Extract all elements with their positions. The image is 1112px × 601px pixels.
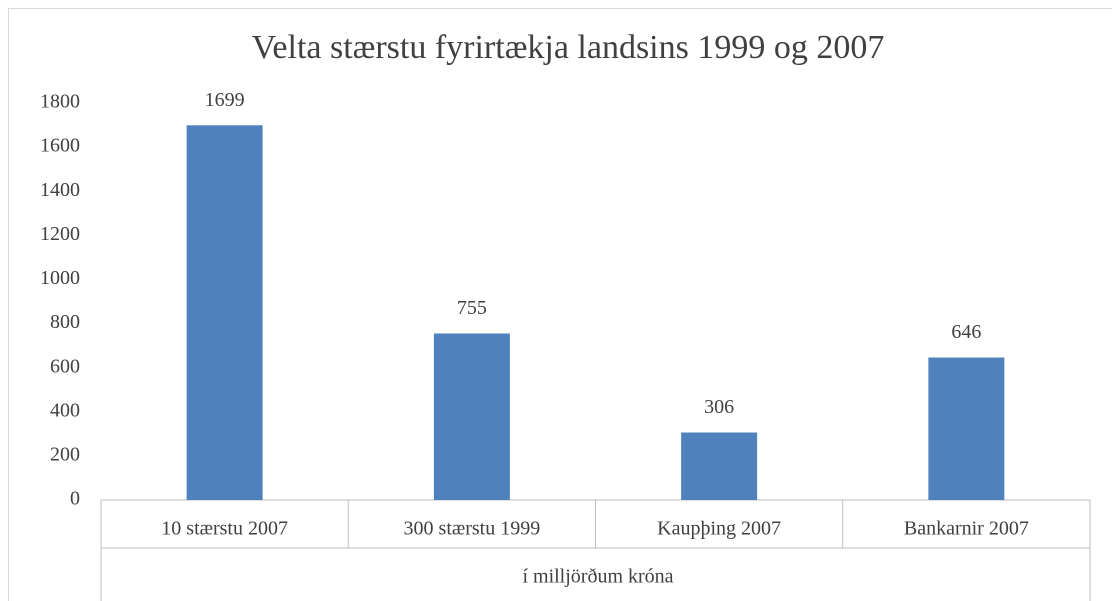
- y-tick-label: 0: [70, 488, 80, 510]
- y-tick-label: 800: [50, 311, 80, 333]
- x-tick-label: Bankarnir 2007: [904, 518, 1029, 540]
- bar: [928, 357, 1005, 500]
- data-label: 755: [457, 297, 487, 319]
- y-tick-label: 400: [50, 399, 80, 421]
- x-tick-label: Kaupþing 2007: [657, 518, 781, 540]
- x-tick-label: 10 stærstu 2007: [161, 518, 288, 540]
- data-label: 1699: [205, 89, 245, 111]
- data-label: 306: [704, 396, 734, 418]
- y-tick-label: 1400: [40, 179, 80, 201]
- data-label: 646: [951, 321, 981, 343]
- chart-border: [8, 8, 1112, 601]
- y-tick-label: 200: [50, 443, 80, 465]
- chart-title: Velta stærstu fyrirtækja landsins 1999 o…: [252, 29, 885, 66]
- y-tick-label: 1600: [40, 135, 80, 157]
- bar: [186, 125, 263, 500]
- x-axis-label: í milljörðum króna: [522, 566, 673, 588]
- y-tick-label: 600: [50, 355, 80, 377]
- y-tick-label: 1000: [40, 267, 80, 289]
- bar: [433, 333, 510, 500]
- y-tick-label: 1200: [40, 223, 80, 245]
- x-tick-label: 300 stærstu 1999: [404, 518, 541, 540]
- bar: [681, 432, 758, 500]
- y-tick-label: 1800: [40, 91, 80, 113]
